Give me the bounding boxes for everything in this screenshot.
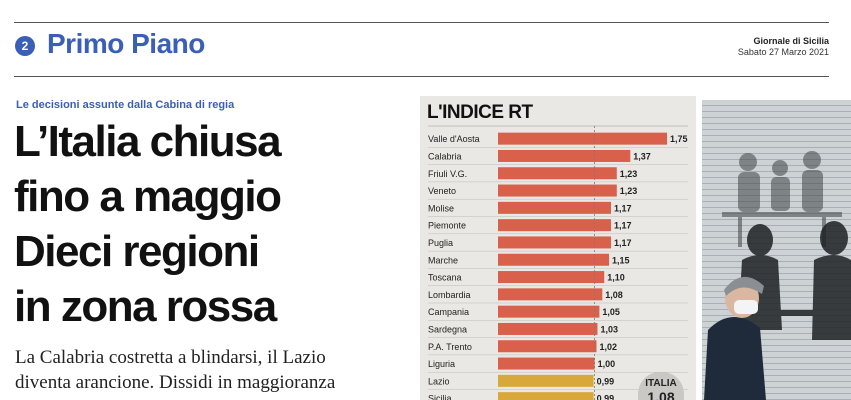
value-label: 1,17 bbox=[614, 203, 632, 213]
value-label: 1,08 bbox=[605, 290, 623, 300]
rt-index-chart: L'INDICE RT Valle d'Aosta 1,75 Calabria 1,3… bbox=[420, 96, 696, 400]
category-label: Friuli V.G. bbox=[428, 169, 467, 179]
value-label: 1,15 bbox=[612, 255, 630, 265]
category-label: Veneto bbox=[428, 186, 456, 196]
article-headline: L’Italia chiusa fino a maggio Dieci regi… bbox=[14, 114, 404, 334]
category-label: Campania bbox=[428, 307, 469, 317]
issue-date: Sabato 27 Marzo 2021 bbox=[737, 47, 829, 57]
category-label: Piemonte bbox=[428, 221, 466, 231]
category-label: Valle d'Aosta bbox=[428, 134, 480, 144]
section-title: Primo Piano bbox=[47, 28, 205, 59]
chart-bar bbox=[498, 149, 631, 162]
news-photo bbox=[702, 100, 851, 400]
headline-line: fino a maggio bbox=[14, 172, 282, 221]
value-label: 0,99 bbox=[597, 376, 615, 386]
chart-bar bbox=[498, 288, 603, 301]
article-kicker: Le decisioni assunte dalla Cabina di reg… bbox=[16, 99, 235, 111]
category-label: Molise bbox=[428, 203, 454, 213]
headline-line: in zona rossa bbox=[14, 282, 277, 331]
value-label: 1,37 bbox=[633, 151, 651, 161]
header-bottom-rule bbox=[14, 76, 829, 77]
italia-value: 1,08 bbox=[647, 389, 675, 400]
category-label: Sicilia bbox=[428, 394, 452, 400]
value-label: 1,17 bbox=[614, 221, 632, 231]
chart-title: L'INDICE RT bbox=[427, 102, 533, 123]
category-label: Lazio bbox=[428, 376, 450, 386]
chart-bar bbox=[498, 219, 611, 232]
category-label: Calabria bbox=[428, 151, 462, 161]
value-label: 1,00 bbox=[598, 359, 616, 369]
chart-bar bbox=[498, 392, 594, 400]
headline-line: L’Italia chiusa bbox=[14, 117, 282, 166]
italia-label: ITALIA bbox=[645, 378, 677, 389]
chart-plot: Valle d'Aosta 1,75 Calabria 1,37 Friuli V.G.… bbox=[428, 125, 688, 400]
category-label: Marche bbox=[428, 255, 458, 265]
category-label: Toscana bbox=[428, 273, 462, 283]
chart-bar bbox=[498, 184, 617, 197]
header-top-rule bbox=[14, 22, 829, 23]
chart-bar bbox=[498, 322, 598, 335]
value-label: 1,75 bbox=[670, 134, 688, 144]
value-label: 0,99 bbox=[597, 394, 615, 400]
value-label: 1,10 bbox=[607, 273, 625, 283]
chart-bar bbox=[498, 340, 597, 353]
value-label: 1,02 bbox=[600, 342, 618, 352]
chart-bar bbox=[498, 305, 600, 318]
value-label: 1,05 bbox=[602, 307, 620, 317]
chart-bar bbox=[498, 132, 667, 145]
chart-bar bbox=[498, 167, 617, 180]
category-label: Liguria bbox=[428, 359, 455, 369]
chart-bar bbox=[498, 374, 594, 387]
chart-bar bbox=[498, 236, 611, 249]
chart-bar bbox=[498, 271, 605, 284]
subhead-line: La Calabria costretta a blindarsi, il La… bbox=[15, 347, 326, 368]
category-label: Lombardia bbox=[428, 290, 471, 300]
chart-bar bbox=[498, 201, 611, 214]
chart-bar bbox=[498, 357, 595, 370]
value-label: 1,03 bbox=[600, 324, 618, 334]
value-label: 1,23 bbox=[620, 186, 638, 196]
italia-badge: ITALIA 1,08 bbox=[638, 372, 684, 400]
value-label: 1,17 bbox=[614, 238, 632, 248]
headline-line: Dieci regioni bbox=[14, 227, 260, 276]
newspaper-name: Giornale di Sicilia bbox=[753, 36, 829, 46]
value-label: 1,23 bbox=[620, 169, 638, 179]
category-label: Sardegna bbox=[428, 324, 467, 334]
category-label: P.A. Trento bbox=[428, 342, 472, 352]
chart-bar bbox=[498, 253, 610, 266]
section-number-badge: 2 bbox=[15, 36, 35, 56]
article-subhead: La Calabria costretta a blindarsi, il La… bbox=[15, 345, 410, 395]
category-label: Puglia bbox=[428, 238, 453, 248]
subhead-line: diventa arancione. Dissidi in maggioranz… bbox=[15, 372, 336, 393]
